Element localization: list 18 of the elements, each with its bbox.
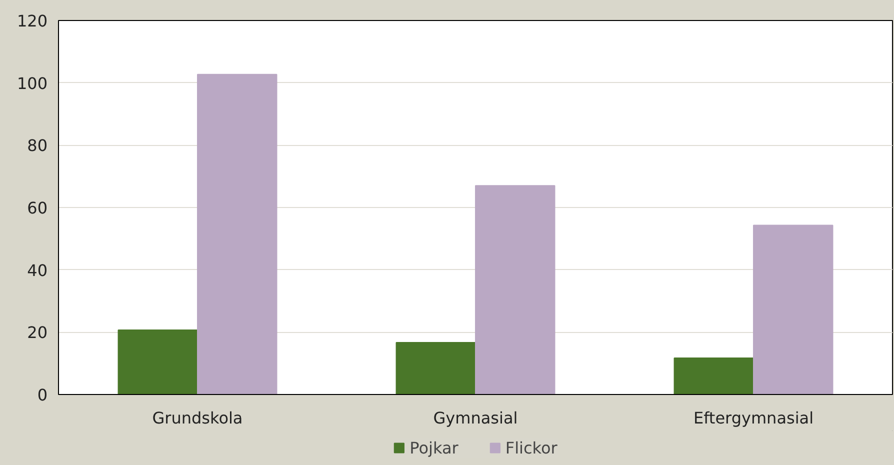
legend-label: Pojkar — [410, 438, 458, 457]
x-tick-label: Eftergymnasial — [693, 408, 814, 428]
bar — [674, 358, 754, 394]
bar — [118, 329, 198, 394]
bar — [197, 74, 278, 394]
y-tick-label: 120 — [16, 12, 48, 30]
bar — [475, 185, 556, 394]
legend-label: Flickor — [505, 438, 558, 457]
y-tick-label: 60 — [27, 198, 48, 218]
y-tick-label: 40 — [27, 260, 48, 280]
y-tick-label: 100 — [16, 74, 48, 93]
bar — [753, 224, 834, 394]
bar — [396, 342, 476, 394]
y-tick-label: 0 — [37, 386, 48, 404]
y-tick-label: 20 — [27, 323, 48, 342]
x-tick-label: Gymnasial — [433, 408, 518, 428]
y-tick-label: 80 — [27, 136, 48, 156]
x-tick-label: Grundskola — [152, 408, 243, 428]
